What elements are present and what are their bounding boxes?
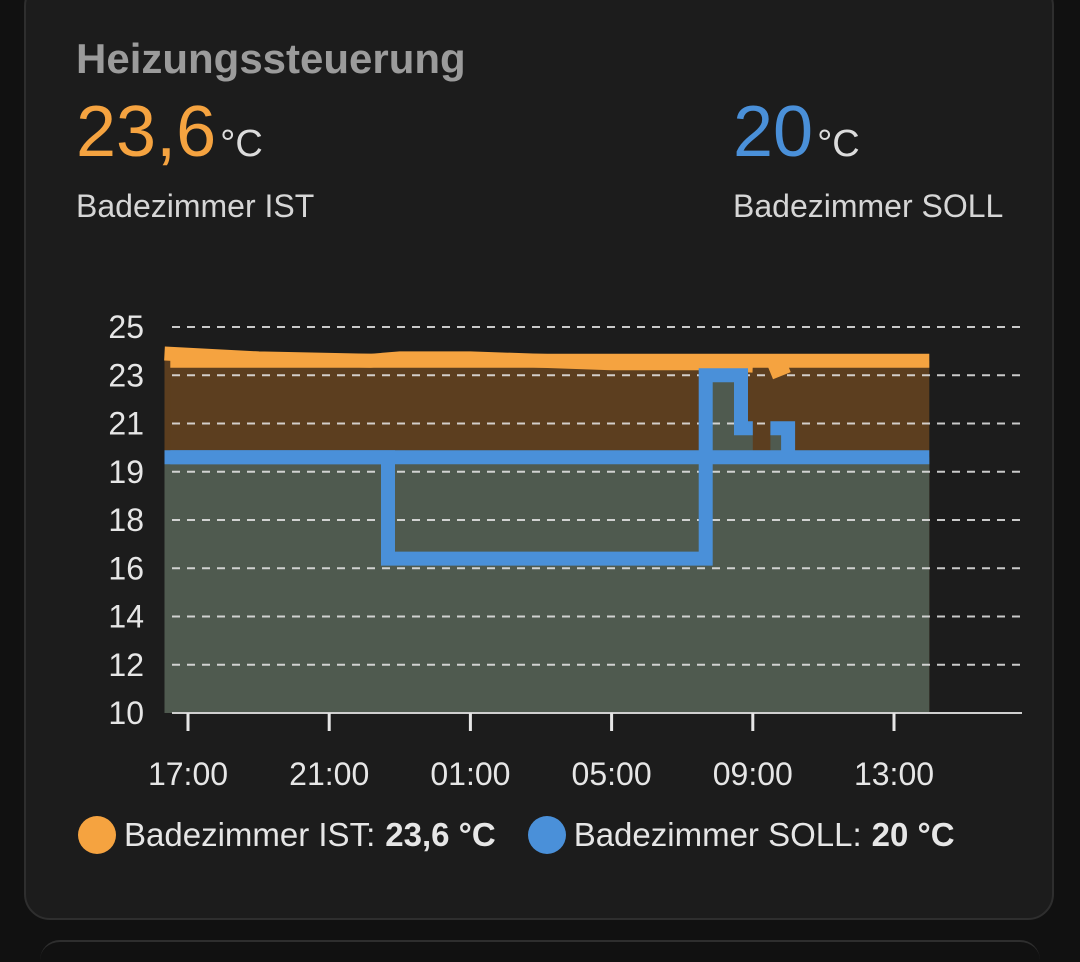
y-tick-label-23: 23 — [108, 357, 144, 393]
ist-value: 23,6 — [76, 92, 217, 172]
soll-unit: °C — [817, 123, 860, 165]
x-tick-label-0: 17:00 — [148, 756, 228, 792]
legend-value-soll: 20 °C — [871, 816, 955, 853]
y-tick-label-10: 10 — [108, 695, 144, 731]
next-card-edge — [40, 940, 1040, 962]
x-tick-label-5: 13:00 — [854, 756, 934, 792]
x-tick-label-1: 21:00 — [289, 756, 369, 792]
y-tick-label-18: 18 — [108, 502, 144, 538]
y-tick-label-25: 25 — [108, 309, 144, 345]
legend-label-soll: Badezimmer SOLL: — [573, 816, 862, 853]
entity-ist[interactable]: 23,6 °C Badezimmer IST — [76, 96, 314, 225]
soll-name: Badezimmer SOLL — [733, 188, 1004, 224]
y-tick-label-12: 12 — [108, 647, 144, 683]
legend-label-ist: Badezimmer IST: — [124, 816, 376, 853]
x-tick-label-4: 09:00 — [713, 756, 793, 792]
y-tick-label-14: 14 — [108, 599, 144, 635]
y-tick-label-21: 21 — [108, 406, 144, 442]
y-tick-label-19: 19 — [108, 454, 144, 490]
soll-line-segment-1 — [770, 421, 796, 455]
x-tick-label-2: 01:00 — [430, 756, 510, 792]
legend-item-ist[interactable]: Badezimmer IST: 23,6 °C — [78, 816, 496, 854]
legend-dot-soll — [527, 816, 566, 854]
entity-soll[interactable]: 20 °C Badezimmer SOLL — [733, 96, 1003, 225]
soll-line-segment-0 — [164, 368, 753, 566]
y-tick-label-16: 16 — [108, 550, 144, 586]
legend-value-ist: 23,6 °C — [385, 816, 496, 853]
x-tick-label-3: 05:00 — [572, 756, 652, 792]
chart-legend: Badezimmer IST: 23,6 °C Badezimmer SOLL:… — [78, 816, 987, 854]
soll-area-segment-2 — [170, 457, 930, 713]
ist-unit: °C — [220, 123, 263, 165]
card-title: Heizungssteuerung — [76, 35, 466, 82]
legend-dot-ist — [78, 816, 116, 854]
legend-item-soll[interactable]: Badezimmer SOLL: 20 °C — [527, 816, 955, 854]
ist-name: Badezimmer IST — [76, 188, 315, 224]
soll-value: 20 — [733, 92, 814, 172]
